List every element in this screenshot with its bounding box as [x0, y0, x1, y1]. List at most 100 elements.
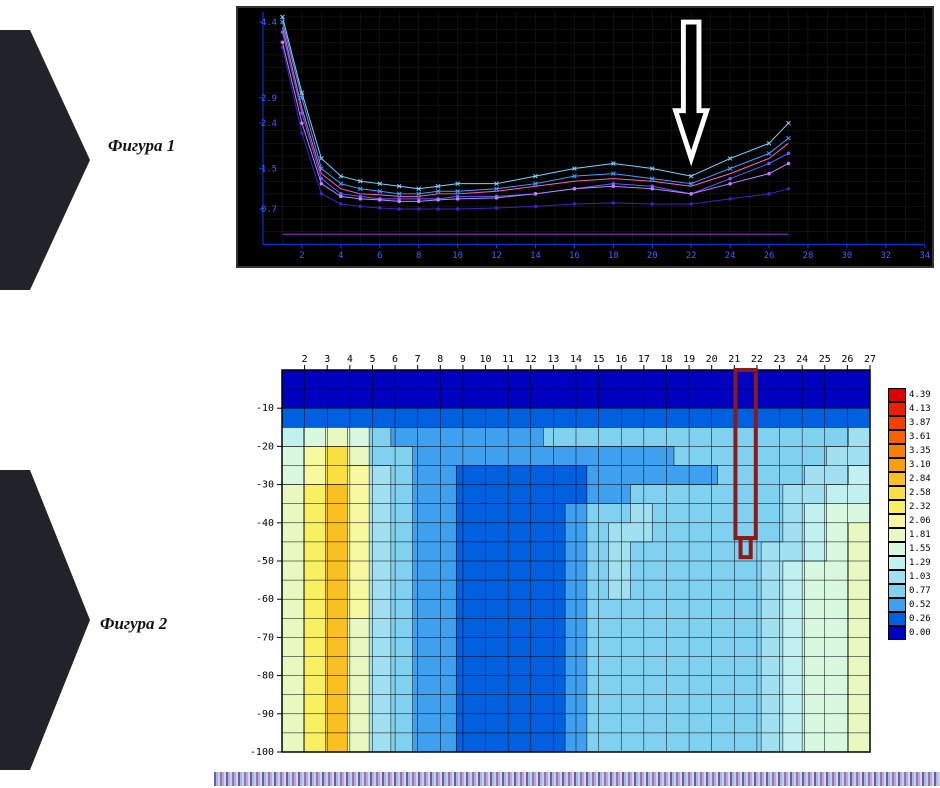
- svg-text:0.7: 0.7: [261, 205, 277, 215]
- svg-text:2.9: 2.9: [261, 94, 277, 104]
- legend-swatch: [888, 556, 906, 570]
- svg-text:4.4: 4.4: [261, 18, 277, 28]
- legend-value: 4.13: [909, 404, 939, 414]
- svg-text:1.5: 1.5: [261, 165, 277, 175]
- svg-text:23: 23: [774, 354, 786, 365]
- svg-text:34: 34: [919, 251, 930, 261]
- legend-row: 2.32: [888, 500, 939, 514]
- legend-row: 4.13: [888, 402, 939, 416]
- svg-text:30: 30: [842, 251, 853, 261]
- svg-text:13: 13: [547, 354, 559, 365]
- svg-text:26: 26: [764, 251, 775, 261]
- svg-text:-80: -80: [256, 671, 274, 682]
- legend-swatch: [888, 612, 906, 626]
- legend-swatch: [888, 388, 906, 402]
- svg-text:-50: -50: [256, 556, 274, 567]
- svg-text:25: 25: [819, 354, 831, 365]
- chart-2-legend: 4.39 4.13 3.87 3.61 3.35 3.10: [888, 388, 939, 640]
- figure-1-label: Фигура 1: [108, 136, 175, 156]
- legend-row: 2.58: [888, 486, 939, 500]
- legend-value: 1.81: [909, 530, 939, 540]
- legend-row: 3.35: [888, 444, 939, 458]
- legend-row: 0.26: [888, 612, 939, 626]
- legend-row: 2.06: [888, 514, 939, 528]
- legend-swatch: [888, 444, 906, 458]
- svg-text:28: 28: [803, 251, 814, 261]
- svg-text:-20: -20: [256, 441, 274, 452]
- legend-row: 4.39: [888, 388, 939, 402]
- legend-row: 3.61: [888, 430, 939, 444]
- svg-text:6: 6: [392, 354, 398, 365]
- legend-value: 2.58: [909, 488, 939, 498]
- svg-text:2.4: 2.4: [261, 119, 277, 129]
- legend-row: 1.55: [888, 542, 939, 556]
- legend-value: 0.52: [909, 600, 939, 610]
- svg-text:-100: -100: [250, 747, 274, 758]
- legend-value: 2.32: [909, 502, 939, 512]
- svg-text:10: 10: [452, 251, 463, 261]
- svg-text:11: 11: [502, 354, 514, 365]
- decor-arrow-2: [0, 470, 90, 770]
- svg-text:17: 17: [638, 354, 650, 365]
- svg-text:2: 2: [302, 354, 308, 365]
- svg-text:-60: -60: [256, 594, 274, 605]
- legend-swatch: [888, 528, 906, 542]
- svg-text:27: 27: [864, 354, 876, 365]
- decorative-strip: [214, 772, 940, 786]
- legend-swatch: [888, 430, 906, 444]
- legend-row: 1.03: [888, 570, 939, 584]
- svg-text:5: 5: [369, 354, 375, 365]
- legend-value: 3.35: [909, 446, 939, 456]
- svg-text:12: 12: [491, 251, 502, 261]
- svg-text:16: 16: [569, 251, 580, 261]
- legend-value: 4.39: [909, 390, 939, 400]
- svg-text:-10: -10: [256, 403, 274, 414]
- legend-value: 3.87: [909, 418, 939, 428]
- svg-text:3: 3: [324, 354, 330, 365]
- svg-text:8: 8: [416, 251, 421, 261]
- decor-arrow-1: [0, 30, 90, 290]
- legend-row: 3.10: [888, 458, 939, 472]
- legend-swatch: [888, 402, 906, 416]
- svg-text:-90: -90: [256, 709, 274, 720]
- legend-swatch: [888, 416, 906, 430]
- legend-row: 2.84: [888, 472, 939, 486]
- svg-text:26: 26: [841, 354, 853, 365]
- legend-swatch: [888, 514, 906, 528]
- figure-2-label: Фигура 2: [100, 614, 167, 634]
- svg-text:19: 19: [683, 354, 695, 365]
- svg-text:2: 2: [299, 251, 304, 261]
- legend-swatch: [888, 584, 906, 598]
- svg-text:16: 16: [615, 354, 627, 365]
- legend-value: 0.77: [909, 586, 939, 596]
- legend-value: 2.06: [909, 516, 939, 526]
- svg-text:7: 7: [415, 354, 421, 365]
- legend-value: 1.29: [909, 558, 939, 568]
- legend-swatch: [888, 486, 906, 500]
- chart-1: 2468101214161820222426283032340.71.52.42…: [236, 6, 934, 268]
- svg-text:24: 24: [796, 354, 808, 365]
- chart-2: 2345678910111213141516171819202122232425…: [236, 344, 876, 760]
- legend-swatch: [888, 570, 906, 584]
- svg-text:21: 21: [728, 354, 740, 365]
- svg-text:20: 20: [647, 251, 658, 261]
- svg-text:6: 6: [377, 251, 382, 261]
- legend-row: 1.81: [888, 528, 939, 542]
- svg-text:9: 9: [460, 354, 466, 365]
- svg-text:14: 14: [570, 354, 582, 365]
- legend-swatch: [888, 458, 906, 472]
- svg-text:10: 10: [480, 354, 492, 365]
- svg-text:24: 24: [725, 251, 736, 261]
- svg-text:8: 8: [437, 354, 443, 365]
- legend-value: 3.61: [909, 432, 939, 442]
- svg-text:-70: -70: [256, 632, 274, 643]
- legend-swatch: [888, 472, 906, 486]
- legend-row: 0.00: [888, 626, 939, 640]
- legend-value: 3.10: [909, 460, 939, 470]
- svg-text:4: 4: [347, 354, 353, 365]
- legend-row: 0.52: [888, 598, 939, 612]
- legend-swatch: [888, 598, 906, 612]
- legend-swatch: [888, 500, 906, 514]
- svg-text:32: 32: [880, 251, 891, 261]
- svg-text:-40: -40: [256, 518, 274, 529]
